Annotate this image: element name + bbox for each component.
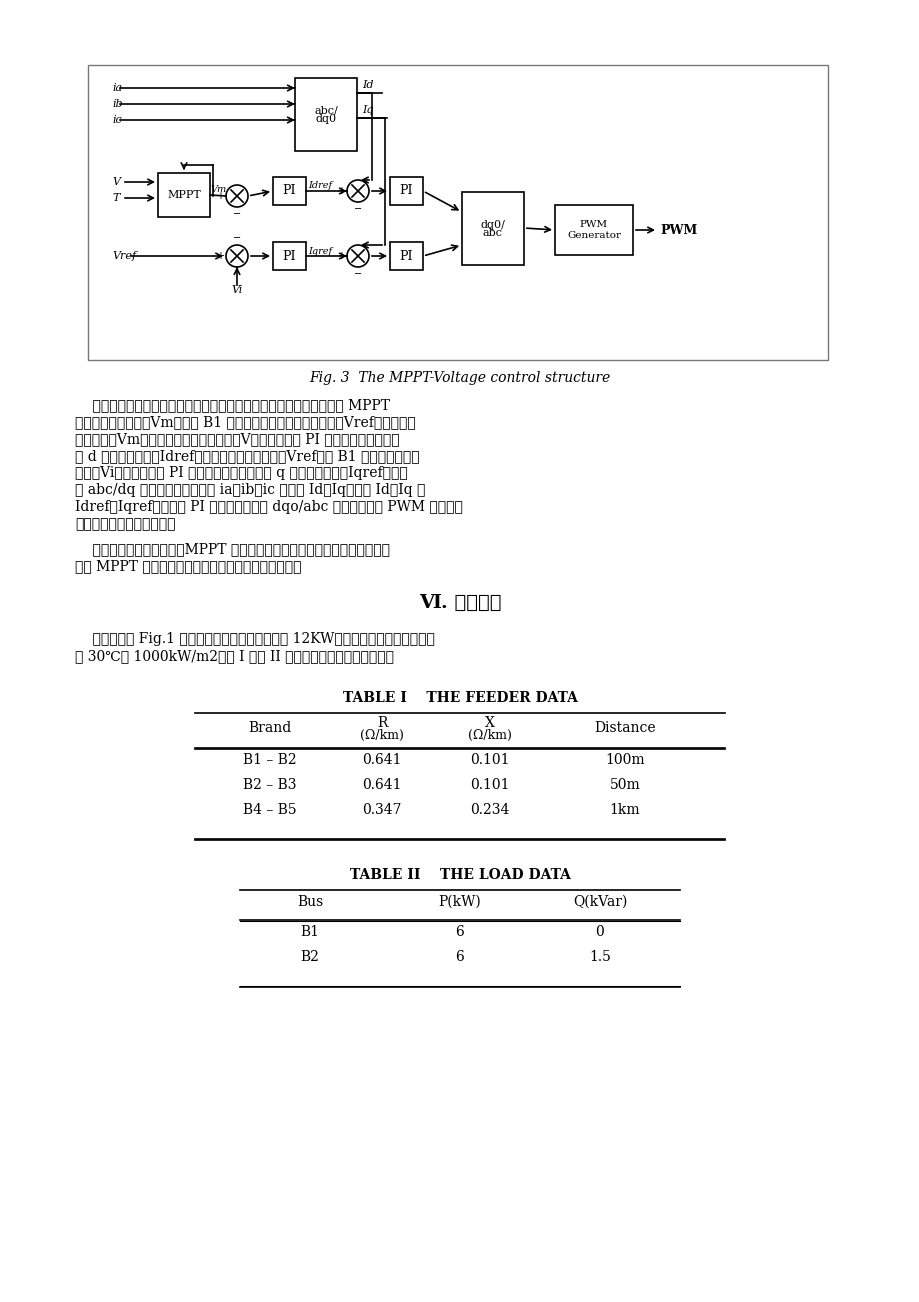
Text: ic: ic [112, 115, 121, 125]
Text: T: T [112, 193, 119, 203]
Text: 过 abc/dq 变换，三相并网电流 ia、ib、ic 变换为 Id、Iq，比较 Id、Iq 和: 过 abc/dq 变换，三相并网电流 ia、ib、ic 变换为 Id、Iq，比较… [75, 483, 425, 497]
Text: PI: PI [282, 185, 296, 198]
Text: 采用双闭环反馈控制策略，外环为电压环，内环是并网电流环，通过 MPPT: 采用双闭环反馈控制策略，外环为电压环，内环是并网电流环，通过 MPPT [75, 398, 390, 411]
Text: −: − [233, 210, 241, 219]
Text: 0: 0 [595, 924, 604, 939]
Bar [88, 65, 827, 359]
Text: Fig. 3  The MPPT-Voltage control structure: Fig. 3 The MPPT-Voltage control structur… [309, 371, 610, 385]
Text: 制波和三角波比较产生的。: 制波和三角波比较产生的。 [75, 517, 176, 531]
Text: B1: B1 [301, 924, 319, 939]
Text: PWM
Generator: PWM Generator [566, 220, 620, 240]
Text: 50m: 50m [609, 779, 640, 792]
Text: +: + [216, 251, 223, 260]
Text: 电压（Vi）的偏差经过 PI 控制，作为并网电流的 q 轴的参考电流（Iqref）。通: 电压（Vi）的偏差经过 PI 控制，作为并网电流的 q 轴的参考电流（Iqref… [75, 466, 407, 480]
Text: 0.101: 0.101 [470, 753, 509, 767]
Text: 0.347: 0.347 [362, 803, 402, 816]
Text: X: X [484, 716, 494, 730]
Text: abc/: abc/ [313, 105, 337, 116]
Bar [461, 191, 524, 266]
Text: 1.5: 1.5 [588, 950, 610, 963]
Text: V: V [112, 177, 119, 187]
Circle shape [346, 180, 369, 202]
Circle shape [226, 185, 248, 207]
Text: ia: ia [112, 83, 122, 92]
Text: ib: ib [112, 99, 122, 109]
Text: TABLE II    THE LOAD DATA: TABLE II THE LOAD DATA [349, 868, 570, 881]
Text: PWM: PWM [659, 224, 697, 237]
Text: Iq: Iq [361, 105, 373, 115]
Text: −: − [354, 204, 362, 214]
Text: B4 – B5: B4 – B5 [243, 803, 297, 816]
Text: 6: 6 [455, 924, 464, 939]
Text: +: + [336, 186, 345, 197]
Text: Vm: Vm [210, 185, 227, 194]
Text: Idref: Idref [308, 181, 332, 190]
Text: Bus: Bus [297, 894, 323, 909]
Text: P(kW): P(kW) [438, 894, 481, 909]
Text: 的 d 轴的参考电流（Idref）。交流电的参考电压（Vref）与 B1 点的实际的交流: 的 d 轴的参考电流（Idref）。交流电的参考电压（Vref）与 B1 点的实… [75, 449, 419, 464]
Text: Vref: Vref [112, 251, 136, 260]
Text: +: + [216, 191, 223, 201]
Text: TABLE I    THE FEEDER DATA: TABLE I THE FEEDER DATA [342, 691, 577, 704]
Text: (Ω/km): (Ω/km) [359, 729, 403, 742]
Circle shape [346, 245, 369, 267]
Text: Iqref: Iqref [308, 246, 332, 255]
Text: −: − [233, 233, 241, 243]
Text: 发电 MPPT 功能，而且还保持交流注入点的电压稳定。: 发电 MPPT 功能，而且还保持交流注入点的电压稳定。 [75, 559, 301, 573]
Text: dq0/: dq0/ [480, 220, 505, 229]
Text: PI: PI [400, 250, 413, 263]
Circle shape [226, 245, 248, 267]
Text: Q(kVar): Q(kVar) [573, 894, 627, 909]
Text: PI: PI [400, 185, 413, 198]
Text: 为 30℃和 1000kW/m2。表 I 和表 II 分别给出了馈线和负载数据。: 为 30℃和 1000kW/m2。表 I 和表 II 分别给出了馈线和负载数据。 [75, 648, 393, 663]
Text: abc: abc [482, 228, 503, 237]
Bar [390, 242, 423, 270]
Text: R: R [377, 716, 387, 730]
Text: +: + [336, 251, 345, 260]
Bar [273, 242, 306, 270]
Text: Distance: Distance [594, 721, 655, 736]
Text: B1 – B2: B1 – B2 [243, 753, 297, 767]
Text: dq0: dq0 [315, 113, 336, 124]
Bar [273, 177, 306, 204]
Text: 0.641: 0.641 [362, 753, 402, 767]
Text: 0.101: 0.101 [470, 779, 509, 792]
Text: 0.641: 0.641 [362, 779, 402, 792]
Text: 6: 6 [455, 950, 464, 963]
Text: Ⅵ. 数值研究: Ⅵ. 数值研究 [418, 594, 501, 612]
Text: Brand: Brand [248, 721, 291, 736]
Text: Idref、Iqref，也通过 PI 控制调节。通过 dqo/abc 变换，输出的 PWM 信号是调: Idref、Iqref，也通过 PI 控制调节。通过 dqo/abc 变换，输出… [75, 500, 462, 514]
Bar [158, 173, 210, 217]
Text: B2: B2 [301, 950, 319, 963]
Bar [295, 78, 357, 151]
Text: 算法给出参考电压（Vm），而 B1 的电压作为交流电的参考电压（Vref）。给出的: 算法给出参考电压（Vm），而 B1 的电压作为交流电的参考电压（Vref）。给出… [75, 415, 415, 428]
Text: 0.234: 0.234 [470, 803, 509, 816]
Text: MPPT: MPPT [167, 190, 200, 201]
Text: PI: PI [282, 250, 296, 263]
Bar [554, 204, 632, 255]
Text: (Ω/km): (Ω/km) [468, 729, 511, 742]
Text: 参考电压（Vm）于实际的光伏阵列电压（V）的偏差经过 PI 控制，作为并网电流: 参考电压（Vm）于实际的光伏阵列电压（V）的偏差经过 PI 控制，作为并网电流 [75, 432, 399, 447]
Text: 仿真情况如 Fig.1 所示。光伏阵列的参考功率是 12KW，根据环境温度和日照强度: 仿真情况如 Fig.1 所示。光伏阵列的参考功率是 12KW，根据环境温度和日照… [75, 631, 435, 646]
Text: Id: Id [361, 79, 373, 90]
Text: −: − [354, 270, 362, 279]
Text: 100m: 100m [605, 753, 644, 767]
Text: B2 – B3: B2 – B3 [243, 779, 297, 792]
Bar [390, 177, 423, 204]
Text: Vi: Vi [231, 285, 243, 296]
Text: 从控制结构看，它表明，MPPT 的电压控制，不仅可以实现光伏电网连接的: 从控制结构看，它表明，MPPT 的电压控制，不仅可以实现光伏电网连接的 [75, 542, 390, 556]
Text: 1km: 1km [609, 803, 640, 816]
